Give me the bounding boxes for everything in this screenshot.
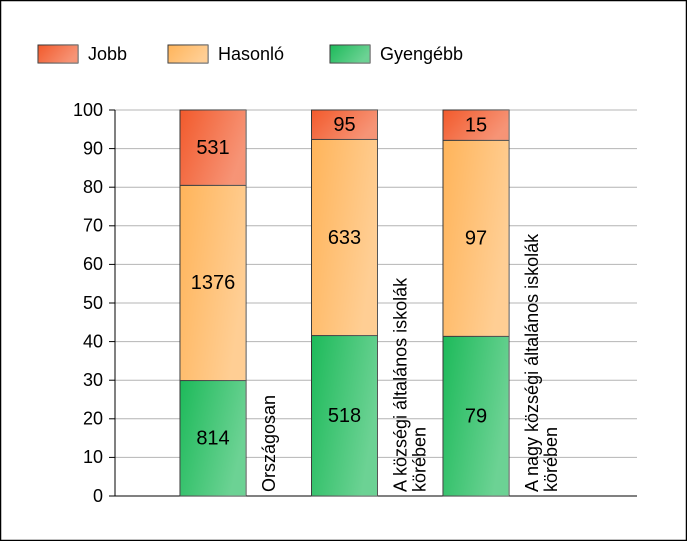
shine — [443, 110, 509, 141]
y-tick-label: 30 — [83, 370, 103, 390]
x-tick-label: A községi általános iskolák körében — [391, 277, 430, 492]
data-label: 95 — [333, 114, 355, 136]
data-label: 97 — [465, 228, 487, 250]
data-label: 1376 — [191, 272, 236, 294]
shine — [311, 139, 378, 336]
y-tick-label: 10 — [83, 447, 103, 467]
data-label: 79 — [465, 405, 487, 427]
y-tick-label: 0 — [93, 486, 103, 506]
data-label: 531 — [196, 137, 229, 159]
shine — [311, 110, 378, 140]
category-label-box: A nagy községi általános iskolák körében — [523, 233, 561, 492]
legend-label: Jobb — [88, 44, 127, 64]
x-tick-label: Országosan — [260, 394, 279, 492]
shine — [180, 380, 246, 496]
shine — [180, 110, 246, 186]
y-tick-label: 40 — [83, 331, 103, 351]
y-tick-label: 20 — [83, 409, 103, 429]
y-tick-label: 60 — [83, 254, 103, 274]
shine — [168, 45, 208, 63]
shine — [180, 185, 246, 381]
y-tick-label: 90 — [83, 138, 103, 158]
y-tick-label: 70 — [83, 216, 103, 236]
data-label: 814 — [196, 428, 229, 450]
y-tick-label: 50 — [83, 293, 103, 313]
legend-label: Hasonló — [218, 44, 284, 64]
shine — [311, 335, 378, 496]
y-tick-label: 80 — [83, 177, 103, 197]
data-label: 518 — [328, 405, 361, 427]
category-label-group: A nagy községi általános iskolák körében — [523, 233, 561, 492]
shine — [38, 45, 78, 63]
data-label: 15 — [465, 114, 487, 136]
y-tick-label: 100 — [73, 100, 103, 120]
shine — [330, 45, 370, 63]
data-label: 633 — [328, 227, 361, 249]
x-tick-label: A nagy községi általános iskolák körében — [523, 233, 561, 492]
shine — [443, 140, 509, 337]
legend-label: Gyengébb — [380, 44, 463, 64]
shine — [443, 336, 509, 496]
